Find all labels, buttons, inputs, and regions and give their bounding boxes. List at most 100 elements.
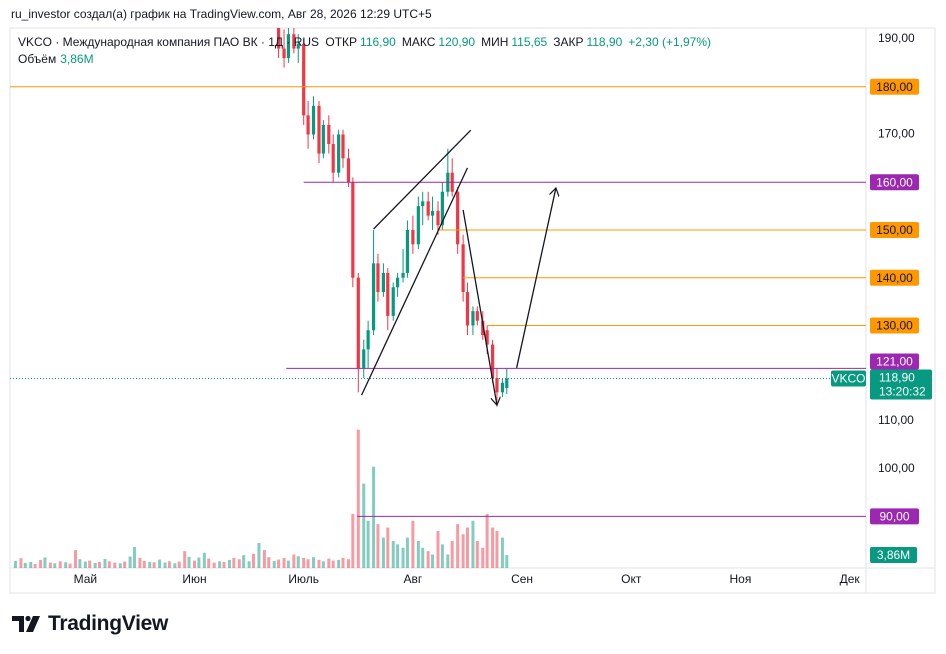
axes: 190,00 170,00 110,00 100,00 Май Июн Июль Авг Сен… (74, 31, 932, 586)
candle-body (411, 229, 415, 245)
volume-bar (391, 541, 395, 568)
ohlc-value: 120,90 (438, 35, 476, 49)
volume-bar (98, 561, 102, 568)
volume-bar (207, 558, 211, 568)
volume-bar (138, 557, 142, 568)
volume-bar (152, 562, 156, 568)
candle-body (495, 377, 499, 393)
volume-bar (142, 560, 146, 568)
volume-bar (351, 514, 355, 568)
candle-body (341, 134, 345, 159)
x-tick-label: Авг (404, 572, 423, 586)
volume-bar (505, 554, 509, 568)
candle-body (500, 382, 505, 393)
volume-bar (29, 561, 33, 568)
volume-bar (272, 560, 276, 568)
change: +2,30 (+1,97%) (628, 35, 711, 49)
level-label: 160,00 (876, 175, 913, 189)
volume-bar (485, 514, 489, 568)
ohlc-label: МИН (481, 35, 509, 49)
volume-bar (218, 561, 222, 568)
volume-tag-box (870, 546, 917, 563)
volume-bar (232, 557, 236, 568)
candle-body (461, 244, 465, 293)
volume-bar (306, 559, 310, 568)
volume-bar (257, 543, 261, 568)
volume-bar (83, 561, 87, 568)
ohlc-label: МАКС (401, 35, 436, 49)
volume-bar (396, 544, 400, 568)
level-label: 90,00 (879, 510, 909, 524)
volume-legend-value: 3,86M (60, 52, 94, 66)
volume-bar (450, 541, 454, 568)
candle-body (282, 48, 286, 59)
y-tick-label: 170,00 (878, 127, 915, 141)
volume-bar (475, 541, 479, 568)
candle-body (371, 263, 376, 331)
volume-bar (197, 557, 201, 568)
volume-bar (74, 550, 78, 568)
volume-bar (286, 560, 290, 568)
volume-bar (58, 561, 62, 568)
level-label: 150,00 (876, 223, 913, 237)
volume-bar (317, 559, 321, 568)
level-label-box (870, 317, 919, 334)
volume-bar (331, 560, 335, 568)
plot-area (10, 28, 866, 568)
candle-body (302, 43, 306, 116)
last-price-label: 118,90 (879, 371, 915, 385)
volume-bar (416, 541, 420, 568)
symbol: VKCO · Международная компания ПАО ВК · 1… (18, 35, 320, 49)
x-tick-label: Июль (288, 572, 319, 586)
volume-bar (302, 557, 306, 568)
candle-body (475, 311, 479, 321)
candle-body (362, 349, 366, 369)
volume-bar (411, 520, 415, 568)
candle-body (296, 43, 300, 49)
volume-bar (128, 556, 132, 568)
candle-body (351, 182, 355, 278)
level-label-box (870, 508, 919, 525)
volume-bar (202, 552, 206, 568)
volume-bar (212, 562, 216, 568)
candle-body (321, 124, 325, 154)
y-tick-label: 110,00 (878, 413, 914, 427)
candle-body (426, 201, 430, 216)
volume-bar (312, 557, 316, 568)
candle-body (505, 378, 509, 388)
level-label-box (870, 221, 919, 238)
volume-bar (481, 547, 485, 568)
volume-bar (436, 530, 440, 568)
last-price-box (870, 369, 932, 400)
volume-bar (88, 560, 92, 568)
volume-bar (491, 527, 495, 568)
candle-body (317, 105, 321, 154)
volume-bar (356, 429, 360, 568)
volume-bar (362, 483, 366, 568)
symbol-tag: VKCO (831, 372, 865, 386)
volume-bar (68, 563, 72, 568)
volume-bar (401, 547, 405, 568)
volume-bar (405, 537, 409, 568)
x-tick-label: Июн (182, 572, 206, 586)
candle-body (286, 34, 291, 59)
volume-bar (337, 559, 341, 568)
x-tick-label: Ноя (730, 572, 752, 586)
volume-bar (107, 561, 111, 568)
candle-body (311, 105, 316, 135)
volume-bar (163, 562, 167, 568)
volume-bar (262, 550, 266, 568)
volume-bar (187, 556, 191, 568)
candle-body (276, 28, 281, 49)
candle-body (465, 292, 470, 326)
header-text: ru_investor создал(а) график на TradingV… (11, 7, 432, 21)
volume-bar (426, 551, 430, 568)
volume-bar (64, 562, 68, 568)
drawn-trendline (373, 129, 472, 230)
volume-bar (237, 559, 241, 568)
volume-bar (346, 559, 350, 568)
y-tick-label: 190,00 (878, 31, 915, 45)
candle-body (440, 191, 444, 226)
